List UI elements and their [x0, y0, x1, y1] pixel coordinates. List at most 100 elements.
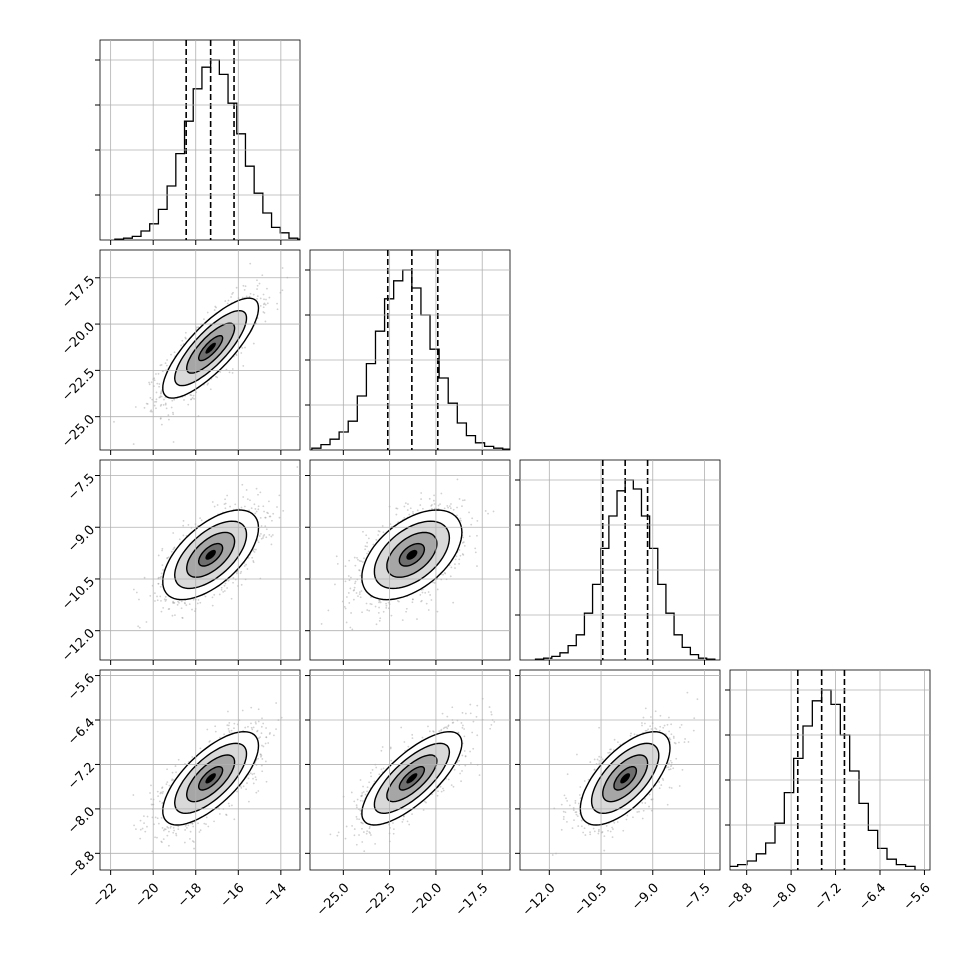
sample-point: [357, 595, 359, 597]
sample-point: [248, 509, 250, 512]
sample-point: [155, 373, 157, 375]
sample-point: [263, 534, 266, 536]
sample-point: [458, 558, 461, 561]
sample-point: [159, 595, 162, 598]
sample-point: [228, 730, 231, 732]
sample-point: [461, 505, 463, 508]
sample-point: [401, 619, 404, 622]
sample-point: [159, 404, 162, 407]
sample-point: [259, 517, 262, 519]
sample-point: [395, 513, 398, 516]
sample-point: [181, 339, 184, 342]
sample-point: [160, 600, 162, 602]
sample-point: [260, 525, 263, 527]
sample-point: [146, 403, 149, 405]
sample-point: [184, 331, 187, 334]
sample-point: [257, 720, 260, 723]
sample-point: [232, 291, 234, 294]
sample-point: [351, 628, 354, 631]
sample-point: [446, 504, 449, 507]
sample-point: [172, 779, 175, 781]
sample-point: [245, 489, 248, 491]
sample-point: [454, 563, 456, 566]
sample-point: [160, 395, 163, 398]
sample-point: [172, 532, 175, 534]
sample-point: [255, 791, 258, 794]
sample-point: [272, 512, 275, 515]
sample-point: [430, 599, 433, 601]
sample-point: [224, 507, 227, 510]
sample-point: [268, 733, 271, 735]
histogram-step: [534, 479, 716, 660]
sample-point: [419, 504, 422, 506]
sample-point: [261, 274, 264, 277]
sample-point: [226, 302, 229, 305]
sample-point: [173, 546, 176, 549]
sample-point: [224, 582, 227, 585]
y-tick-label: −20.0: [59, 320, 98, 359]
sample-point: [139, 819, 142, 822]
sample-point: [158, 396, 161, 399]
sample-point: [197, 326, 200, 329]
sample-point: [442, 573, 444, 576]
sample-point: [256, 297, 258, 300]
sample-point: [239, 572, 242, 575]
sample-point: [420, 492, 423, 494]
sample-point: [189, 393, 192, 396]
sample-point: [226, 587, 229, 589]
sample-point: [252, 548, 255, 551]
sample-point: [476, 534, 478, 537]
sample-point: [365, 534, 368, 537]
sample-point: [458, 563, 460, 565]
sample-point: [366, 545, 368, 548]
sample-point: [421, 591, 424, 594]
sample-point: [161, 787, 163, 789]
sample-point: [168, 784, 171, 787]
y-tick-label: −17.5: [59, 273, 98, 312]
sample-point: [245, 563, 248, 566]
sample-point: [419, 594, 422, 596]
sample-point: [471, 517, 474, 520]
histogram-panel-0: [99, 39, 301, 241]
sample-point: [276, 302, 278, 305]
sample-point: [156, 599, 159, 602]
sample-point: [146, 825, 148, 828]
sample-point: [408, 513, 411, 516]
sample-point: [278, 494, 281, 497]
contour-line: [373, 520, 451, 590]
sample-point: [160, 575, 163, 578]
sample-point: [173, 398, 176, 401]
sample-point: [358, 569, 361, 572]
sample-point: [150, 381, 153, 384]
sample-point: [259, 304, 262, 307]
sample-point: [262, 722, 265, 725]
contour-line: [198, 335, 224, 362]
sample-point: [395, 507, 398, 510]
sample-point: [192, 825, 195, 828]
sample-point: [172, 548, 175, 551]
sample-point: [382, 610, 385, 613]
sample-point: [157, 372, 160, 375]
sample-point: [282, 509, 285, 512]
sample-point: [164, 828, 167, 831]
sample-point: [364, 548, 367, 551]
sample-point: [347, 592, 350, 594]
sample-point: [233, 722, 236, 725]
sample-point: [161, 547, 164, 550]
sample-point: [260, 537, 263, 540]
sample-point: [159, 392, 162, 395]
sample-point: [176, 603, 179, 606]
sample-point: [262, 505, 265, 508]
sample-point: [231, 293, 233, 295]
sample-point: [246, 498, 249, 501]
sample-point: [264, 516, 267, 519]
sample-point: [254, 508, 257, 510]
sample-point: [162, 569, 164, 571]
sample-point: [155, 400, 158, 403]
sample-point: [199, 747, 202, 750]
sample-point: [440, 492, 443, 495]
sample-point: [365, 602, 368, 605]
sample-point: [171, 399, 174, 402]
sample-point: [156, 595, 158, 598]
sample-point: [149, 410, 152, 413]
